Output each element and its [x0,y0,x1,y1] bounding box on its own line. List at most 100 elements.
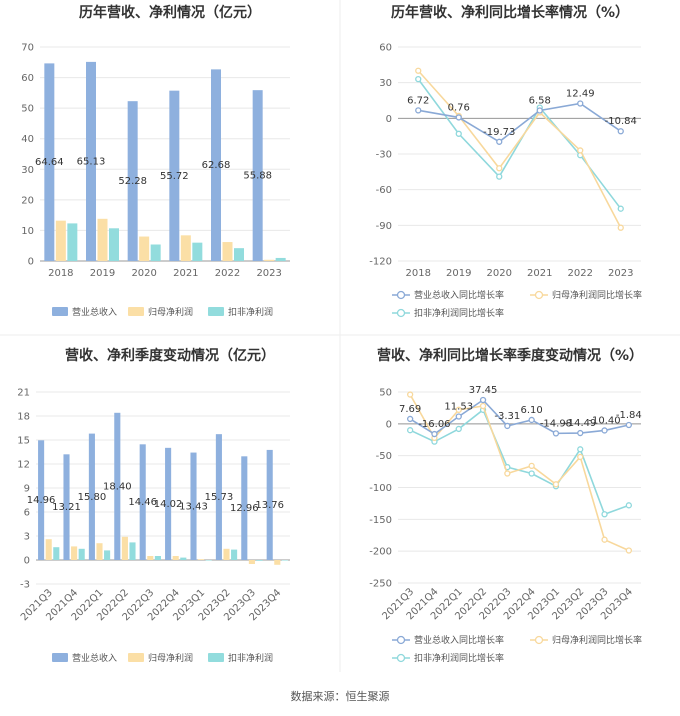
y-tick-label: 15 [17,436,30,447]
y-tick-label: -150 [369,515,392,526]
y-tick-label: 6 [24,508,30,519]
bar [127,101,138,261]
data-label: 65.13 [77,156,106,167]
series-point [601,536,608,543]
series-point [577,429,584,437]
series-point [577,100,584,107]
bar [44,63,55,261]
y-tick-label: 30 [21,165,34,176]
bar [256,560,263,561]
series-point [617,205,624,212]
series-point [577,453,584,461]
data-label: -14.98 [540,418,572,429]
series-point [415,67,422,74]
y-tick-label: 50 [21,104,34,115]
annual-values-chart: 历年营收、净利情况（亿元） 0 10 20 30 40 50 60 70 2018 2019 2020… [21,4,290,318]
bar [53,547,60,560]
data-label: 55.72 [160,171,189,182]
bar [147,556,154,560]
y-tick-label: -100 [369,483,392,494]
data-label: 37.45 [469,385,498,396]
data-label: 7.69 [399,404,421,415]
chart-title: 历年营收、净利情况（亿元） [79,4,261,21]
bar [172,556,179,560]
x-tick-label: 2022 [215,268,240,279]
bar [63,454,70,560]
legend-label: 扣非净利润 [228,306,273,318]
y-tick-label: 0 [386,114,392,125]
bar [67,223,78,261]
series-point [625,547,632,554]
bar [281,560,288,561]
series-point [406,391,414,398]
x-tick-label: 2020 [131,268,156,279]
legend-marker [534,635,544,645]
data-label: 12.49 [566,88,595,99]
y-tick-label: 0 [24,556,30,567]
x-tick-label: 2023 [256,268,281,279]
series-point [617,128,624,135]
data-label: 62.68 [202,160,231,171]
bar [139,444,146,560]
series-point [415,107,422,114]
data-label: 6.10 [521,405,543,416]
x-tick-label: 2022 [568,268,593,279]
series-line [409,398,630,436]
bar [252,90,263,261]
series-point [617,224,624,231]
data-label: 15.73 [205,492,234,503]
data-label: -10.40 [588,415,620,426]
chart-title: 营收、净利同比增长率季度变动情况（%） [377,347,643,364]
data-label: -16.06 [418,419,450,430]
bar [97,218,108,261]
bar [180,557,187,560]
data-label: 55.88 [243,171,272,182]
y-tick-label: -60 [376,185,392,196]
bar [104,550,111,560]
data-label: 18.40 [103,481,132,492]
bar [211,69,221,261]
bar [275,257,286,261]
series-point [625,421,632,429]
y-tick-label: -30 [376,150,392,161]
series-point [431,430,438,438]
legend-label: 扣非净利润同比增长率 [414,307,504,319]
quarterly-growth-chart: 营收、净利同比增长率季度变动情况（%） -250 -200 -150 -100 -50 0 5… [369,347,643,664]
chart-title: 营收、净利季度变动情况（亿元） [65,347,275,364]
bar [231,549,238,560]
data-label: 14.46 [128,497,157,508]
legend-label: 扣非净利润 [228,652,273,664]
y-tick-label: -200 [369,547,392,558]
bar [274,560,281,565]
legend-swatch [52,307,68,316]
data-label: -19.73 [483,127,515,138]
bar [222,242,233,261]
x-tick-label: 2018 [406,268,431,279]
x-tick-label: 2021 [173,268,198,279]
data-label: 13.21 [52,502,81,513]
bar [45,539,52,560]
data-label: 6.72 [407,95,429,106]
bar [88,433,95,560]
legend-label: 营业总收入同比增长率 [414,289,504,301]
series-point [577,147,584,154]
data-label: 14.96 [27,495,56,506]
bar [129,542,136,560]
bar [264,259,275,261]
legend-label: 归母净利润 [148,306,193,318]
legend-label: 归母净利润同比增长率 [552,289,642,301]
chart-title: 历年营收、净利同比增长率情况（%） [391,4,629,21]
series-point [479,396,487,404]
y-tick-label: 60 [379,43,392,54]
y-tick-label: 21 [17,388,30,399]
legend-label: 扣非净利润同比增长率 [414,652,504,664]
legend-label: 归母净利润 [148,652,193,664]
series-point [455,425,462,433]
data-label: -14.49 [564,418,596,429]
legend-swatch [208,307,224,316]
series-line [409,394,630,552]
y-tick-label: 18 [17,412,30,423]
y-tick-label: 10 [21,226,34,237]
series-point [536,107,543,114]
